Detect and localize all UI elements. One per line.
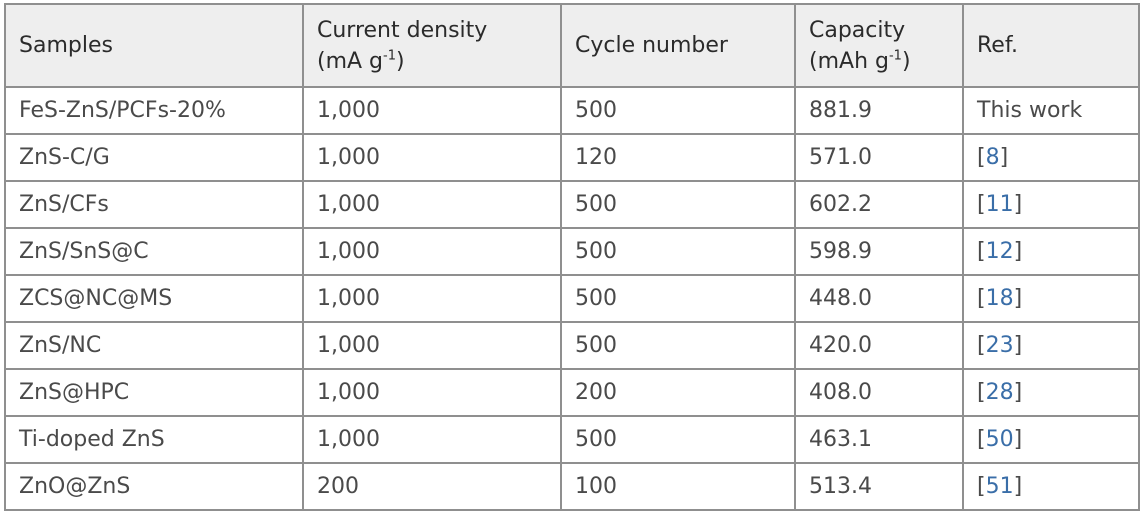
cell-sample: FeS-ZnS/PCFs-20%	[4, 86, 304, 135]
reference-link[interactable]: 28	[985, 380, 1014, 405]
cell-cycle-number: 500	[560, 227, 796, 276]
cell-sample: ZnS-C/G	[4, 133, 304, 182]
cell-cycle-number: 500	[560, 415, 796, 464]
cell-sample: ZnS/CFs	[4, 180, 304, 229]
cell-capacity: 513.4	[794, 462, 964, 511]
reference-link[interactable]: 11	[985, 192, 1014, 217]
cell-cycle-number: 200	[560, 368, 796, 417]
cell-sample: ZnS/NC	[4, 321, 304, 370]
cell-sample: ZnS@HPC	[4, 368, 304, 417]
table-row: Ti-doped ZnS 1,000 500 463.1 [50]	[4, 415, 1140, 464]
cell-cycle-number: 100	[560, 462, 796, 511]
table-row: ZnS/CFs 1,000 500 602.2 [11]	[4, 180, 1140, 229]
header-capacity: Capacity (mAh g-1)	[794, 3, 964, 88]
reference-link[interactable]: 18	[985, 286, 1014, 311]
cell-current-density: 1,000	[302, 180, 562, 229]
cell-capacity: 571.0	[794, 133, 964, 182]
cell-current-density: 1,000	[302, 274, 562, 323]
cell-capacity: 602.2	[794, 180, 964, 229]
cell-ref: [50]	[962, 415, 1140, 464]
cell-cycle-number: 500	[560, 321, 796, 370]
cell-current-density: 1,000	[302, 368, 562, 417]
table-row: ZnS/NC 1,000 500 420.0 [23]	[4, 321, 1140, 370]
cell-sample: ZnS/SnS@C	[4, 227, 304, 276]
cell-ref: [8]	[962, 133, 1140, 182]
cell-sample: ZCS@NC@MS	[4, 274, 304, 323]
header-current-density: Current density (mA g-1)	[302, 3, 562, 88]
header-capacity-unit: (mAh g-1)	[809, 48, 911, 74]
reference-link[interactable]: 50	[985, 427, 1014, 452]
cell-ref: [28]	[962, 368, 1140, 417]
header-row: Samples Current density (mA g-1) Cycle n…	[4, 3, 1140, 88]
cell-capacity: 463.1	[794, 415, 964, 464]
cell-current-density: 1,000	[302, 227, 562, 276]
header-capacity-label: Capacity	[809, 17, 906, 43]
cell-capacity: 881.9	[794, 86, 964, 135]
header-samples-label: Samples	[19, 33, 113, 58]
table-row: ZnO@ZnS 200 100 513.4 [51]	[4, 462, 1140, 511]
cell-current-density: 1,000	[302, 415, 562, 464]
table-body: FeS-ZnS/PCFs-20% 1,000 500 881.9 This work Zn…	[4, 86, 1140, 511]
header-cycle-number: Cycle number	[560, 3, 796, 88]
cell-capacity: 408.0	[794, 368, 964, 417]
table-row: ZCS@NC@MS 1,000 500 448.0 [18]	[4, 274, 1140, 323]
cell-capacity: 420.0	[794, 321, 964, 370]
cell-ref: This work	[962, 86, 1140, 135]
header-ref: Ref.	[962, 3, 1140, 88]
table-row: ZnS-C/G 1,000 120 571.0 [8]	[4, 133, 1140, 182]
cell-ref: [11]	[962, 180, 1140, 229]
header-current-density-label: Current density	[317, 17, 488, 43]
table-header: Samples Current density (mA g-1) Cycle n…	[4, 3, 1140, 88]
cell-current-density: 1,000	[302, 133, 562, 182]
reference-link[interactable]: 12	[985, 239, 1014, 264]
cell-capacity: 448.0	[794, 274, 964, 323]
reference-text: This work	[977, 98, 1083, 123]
table-row: ZnS/SnS@C 1,000 500 598.9 [12]	[4, 227, 1140, 276]
header-cycle-number-label: Cycle number	[575, 33, 728, 58]
header-ref-label: Ref.	[977, 33, 1018, 58]
table-row: ZnS@HPC 1,000 200 408.0 [28]	[4, 368, 1140, 417]
cell-ref: [51]	[962, 462, 1140, 511]
cell-ref: [18]	[962, 274, 1140, 323]
cell-cycle-number: 120	[560, 133, 796, 182]
cell-ref: [12]	[962, 227, 1140, 276]
cell-cycle-number: 500	[560, 274, 796, 323]
cell-current-density: 1,000	[302, 321, 562, 370]
cell-current-density: 1,000	[302, 86, 562, 135]
reference-link[interactable]: 8	[985, 145, 1000, 170]
comparison-table: Samples Current density (mA g-1) Cycle n…	[4, 3, 1140, 511]
cell-ref: [23]	[962, 321, 1140, 370]
cell-sample: Ti-doped ZnS	[4, 415, 304, 464]
cell-capacity: 598.9	[794, 227, 964, 276]
header-current-density-unit: (mA g-1)	[317, 48, 405, 74]
reference-link[interactable]: 23	[985, 333, 1014, 358]
cell-sample: ZnO@ZnS	[4, 462, 304, 511]
table-row: FeS-ZnS/PCFs-20% 1,000 500 881.9 This work	[4, 86, 1140, 135]
cell-current-density: 200	[302, 462, 562, 511]
cell-cycle-number: 500	[560, 86, 796, 135]
cell-cycle-number: 500	[560, 180, 796, 229]
header-samples: Samples	[4, 3, 304, 88]
reference-link[interactable]: 51	[985, 474, 1014, 499]
